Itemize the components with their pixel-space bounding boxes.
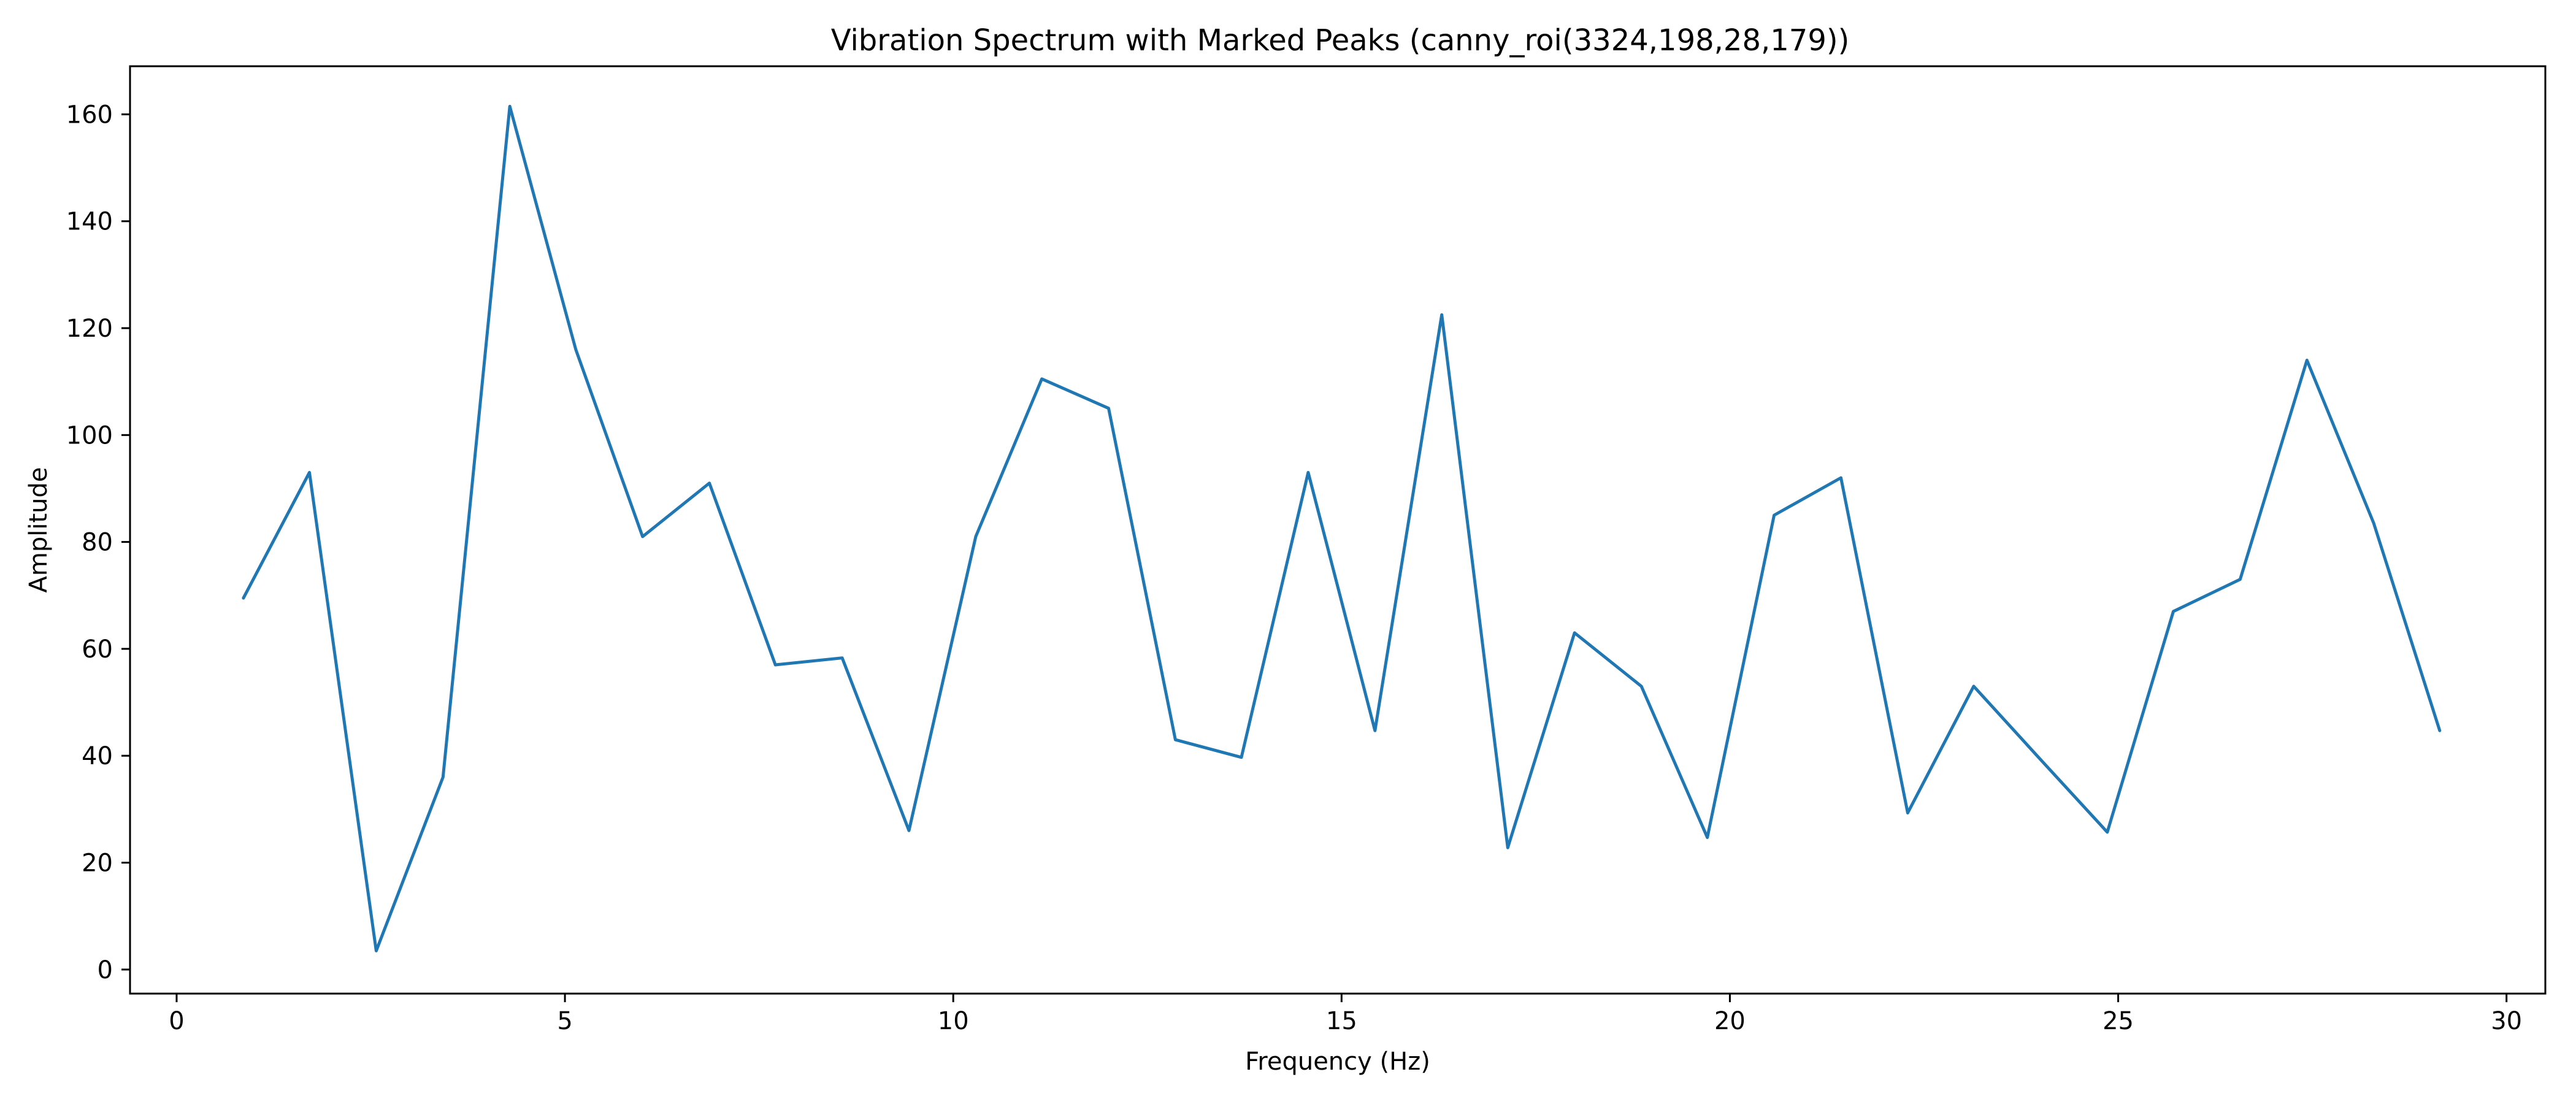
y-tick-label: 20 xyxy=(82,849,113,877)
x-tick-label: 30 xyxy=(2491,1007,2522,1035)
x-tick-label: 20 xyxy=(1714,1007,1746,1035)
x-axis: 0 5 10 15 20 25 30 xyxy=(169,994,2522,1035)
x-axis-label: Frequency (Hz) xyxy=(1245,1048,1430,1076)
x-tick-label: 5 xyxy=(557,1007,572,1035)
chart-title: Vibration Spectrum with Marked Peaks (ca… xyxy=(831,23,1850,58)
y-tick-label: 0 xyxy=(98,956,113,984)
series-line xyxy=(242,104,2442,953)
y-tick-label: 100 xyxy=(66,421,113,450)
y-tick-label: 120 xyxy=(66,315,113,343)
y-tick-label: 40 xyxy=(82,742,113,770)
y-tick-label: 140 xyxy=(66,208,113,236)
x-tick-label: 25 xyxy=(2103,1007,2134,1035)
x-tick-label: 10 xyxy=(938,1007,969,1035)
y-axis: 0 20 40 60 80 100 120 140 160 xyxy=(66,101,130,984)
y-tick-label: 160 xyxy=(66,101,113,129)
plot-area: 0 5 10 15 20 25 30 0 20 40 60 80 100 120 140 160 xyxy=(66,65,2547,1035)
plot-frame xyxy=(129,65,2547,995)
y-axis-label: Amplitude xyxy=(25,467,53,593)
y-tick-label: 80 xyxy=(82,529,113,557)
y-tick-label: 60 xyxy=(82,635,113,664)
x-tick-label: 0 xyxy=(169,1007,184,1035)
x-tick-label: 15 xyxy=(1326,1007,1357,1035)
